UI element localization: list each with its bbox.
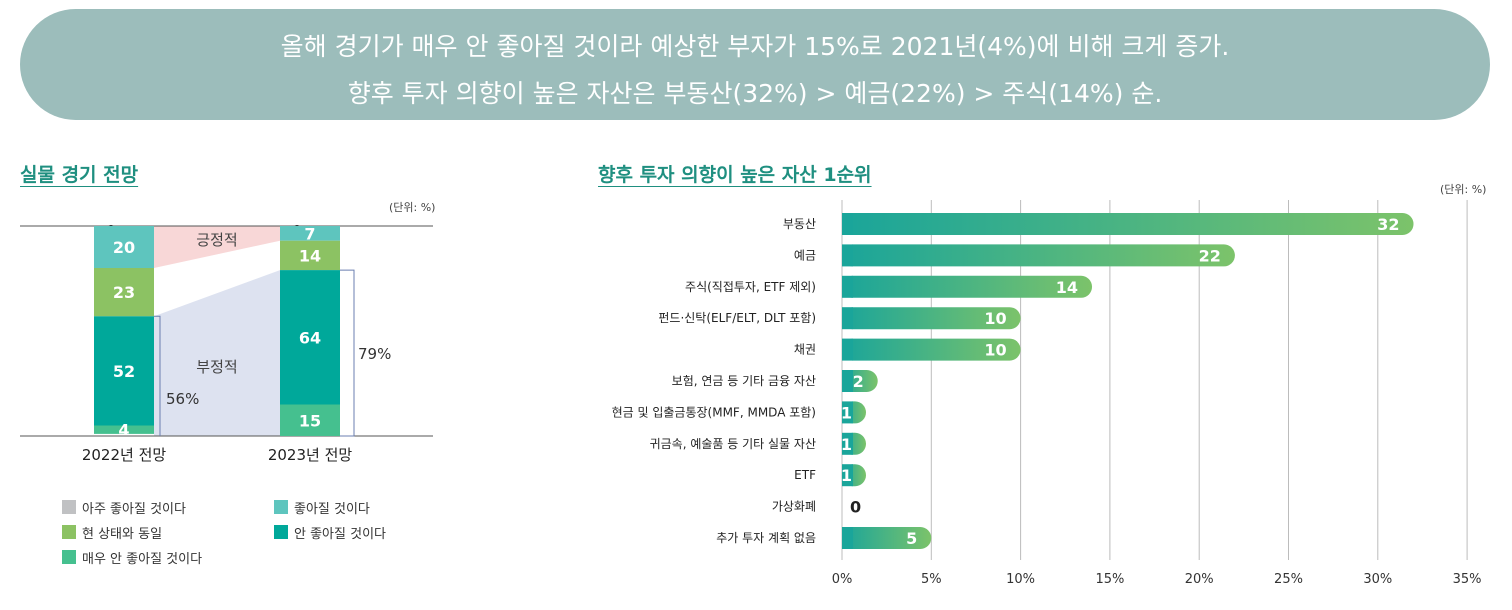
value-bar-flat-end bbox=[842, 432, 853, 455]
value-label: 2 bbox=[853, 372, 864, 391]
value-label: 1 bbox=[841, 403, 852, 422]
bar-segment-good bbox=[94, 226, 154, 268]
value-label: 0 bbox=[850, 498, 861, 517]
segment-label-very-bad: 15 bbox=[299, 411, 321, 430]
left-chart-title: 실물 경기 전망 bbox=[20, 164, 139, 186]
economic-outlook-chart: 020235242022년 전망071464152023년 전망긍정적부정적56… bbox=[20, 224, 433, 464]
category-label: 가상화폐 bbox=[772, 500, 816, 514]
value-label: 5 bbox=[906, 529, 917, 548]
legend-swatch-bad bbox=[274, 525, 288, 539]
x-tick-label: 5% bbox=[921, 572, 942, 587]
category-label: 부동산 bbox=[783, 217, 816, 231]
value-bar bbox=[842, 275, 1093, 298]
summary-line-1: 올해 경기가 매우 안 좋아질 것이라 예상한 부자가 15%로 2021년(4… bbox=[280, 32, 1230, 61]
bar-segment-bad bbox=[280, 270, 340, 405]
category-label: 채권 bbox=[794, 343, 816, 357]
value-bar-flat-end bbox=[842, 213, 853, 235]
negative-total-2022: 56% bbox=[166, 390, 199, 408]
category-label: 펀드·신탁(ELF/ELT, DLT 포함) bbox=[658, 311, 816, 325]
legend-swatch-very-bad bbox=[62, 550, 76, 564]
value-bar bbox=[842, 244, 1235, 267]
bar-segment-same bbox=[94, 268, 154, 317]
bar-segment-good bbox=[280, 226, 340, 241]
value-bar-flat-end bbox=[842, 338, 853, 361]
x-tick-label: 25% bbox=[1274, 572, 1303, 587]
bar-segment-very-bad bbox=[94, 425, 154, 434]
segment-label-good: 7 bbox=[304, 224, 315, 243]
x-tick-label: 35% bbox=[1453, 572, 1482, 587]
value-bar-flat-end bbox=[842, 464, 853, 487]
negative-total-2023: 79% bbox=[358, 345, 391, 363]
value-bar bbox=[842, 338, 1021, 361]
legend-label-good: 좋아질 것이다 bbox=[294, 502, 370, 517]
value-bar-flat-end bbox=[842, 401, 853, 424]
category-label: ETF bbox=[794, 468, 816, 482]
value-label: 10 bbox=[984, 309, 1006, 328]
category-label: 보험, 연금 등 기타 금융 자산 bbox=[672, 374, 816, 388]
x-tick-label: 30% bbox=[1363, 572, 1392, 587]
bar-segment-same bbox=[280, 240, 340, 271]
category-label: 추가 투자 계획 없음 bbox=[716, 531, 816, 545]
category-label: 예금 bbox=[794, 248, 816, 262]
value-label: 1 bbox=[841, 466, 852, 485]
value-label: 32 bbox=[1377, 215, 1399, 234]
bar-segment-bad bbox=[94, 316, 154, 426]
segment-label-bad: 52 bbox=[113, 362, 135, 381]
negative-bracket-2023 bbox=[340, 269, 355, 437]
legend-swatch-very-good bbox=[62, 500, 76, 514]
category-label: 주식(직접투자, ETF 제외) bbox=[685, 280, 816, 294]
legend-label-same: 현 상태와 동일 bbox=[82, 527, 163, 542]
x-tick-label: 0% bbox=[832, 572, 853, 587]
right-chart-title: 향후 투자 의향이 높은 자산 1순위 bbox=[598, 164, 872, 186]
legend-swatch-same bbox=[62, 525, 76, 539]
value-label: 1 bbox=[841, 435, 852, 454]
bar-segment-very-bad bbox=[280, 404, 340, 436]
value-bar-flat-end bbox=[842, 244, 853, 267]
category-label: 2023년 전망 bbox=[268, 446, 353, 464]
segment-label-bad: 64 bbox=[299, 328, 321, 347]
value-bar-flat-end bbox=[842, 370, 853, 392]
legend-label-very-good: 아주 좋아질 것이다 bbox=[82, 502, 186, 517]
x-tick-label: 10% bbox=[1006, 572, 1035, 587]
left-chart-unit: (단위: %) bbox=[389, 201, 436, 214]
x-tick-label: 15% bbox=[1095, 572, 1124, 587]
value-label: 10 bbox=[984, 341, 1006, 360]
value-bar-flat-end bbox=[842, 307, 853, 330]
negative-band bbox=[154, 270, 280, 436]
segment-label-good: 20 bbox=[113, 238, 135, 257]
positive-band bbox=[154, 226, 280, 268]
value-bar bbox=[842, 213, 1414, 235]
summary-line-2: 향후 투자 의향이 높은 자산은 부동산(32%) > 예금(22%) > 주식… bbox=[347, 79, 1163, 108]
negative-bracket-2022 bbox=[154, 315, 161, 436]
value-bar-flat-end bbox=[842, 527, 853, 549]
value-bar bbox=[842, 527, 932, 549]
category-label: 2022년 전망 bbox=[82, 446, 167, 464]
category-label: 귀금속, 예술품 등 기타 실물 자산 bbox=[650, 437, 816, 451]
value-bar-flat-end bbox=[842, 275, 853, 298]
x-tick-label: 20% bbox=[1185, 572, 1214, 587]
legend-label-very-bad: 매우 안 좋아질 것이다 bbox=[82, 552, 203, 567]
right-chart-unit: (단위: %) bbox=[1440, 183, 1487, 196]
value-label: 14 bbox=[1056, 278, 1078, 297]
value-label: 22 bbox=[1199, 246, 1221, 265]
segment-label-same: 23 bbox=[113, 283, 135, 302]
positive-label: 긍정적 bbox=[196, 231, 237, 249]
legend-label-bad: 안 좋아질 것이다 bbox=[294, 527, 386, 542]
negative-label: 부정적 bbox=[196, 358, 237, 376]
segment-label-same: 14 bbox=[299, 246, 321, 265]
segment-label-very-bad: 4 bbox=[118, 421, 129, 440]
value-bar bbox=[842, 307, 1021, 330]
summary-banner: 올해 경기가 매우 안 좋아질 것이라 예상한 부자가 15%로 2021년(4… bbox=[20, 9, 1490, 120]
category-label: 현금 및 입출금통장(MMF, MMDA 포함) bbox=[612, 405, 816, 419]
legend-swatch-good bbox=[274, 500, 288, 514]
